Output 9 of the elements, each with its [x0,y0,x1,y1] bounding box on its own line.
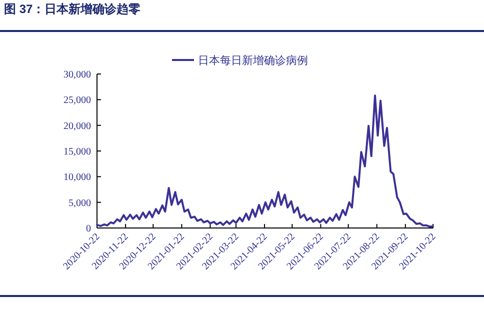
y-tick-label: 5,000 [68,198,91,209]
y-tick-label: 15,000 [64,146,91,158]
y-tick-label: 20,000 [64,120,91,132]
y-tick-label: 30,000 [64,70,91,80]
legend-label: 日本每日新增确诊病例 [198,54,308,67]
y-tick-label: 25,000 [64,95,91,106]
chart-title: 图 37：日本新增确诊趋零 [4,2,141,16]
y-tick-label: 10,000 [64,172,91,184]
y-tick-label: 0 [86,224,91,234]
